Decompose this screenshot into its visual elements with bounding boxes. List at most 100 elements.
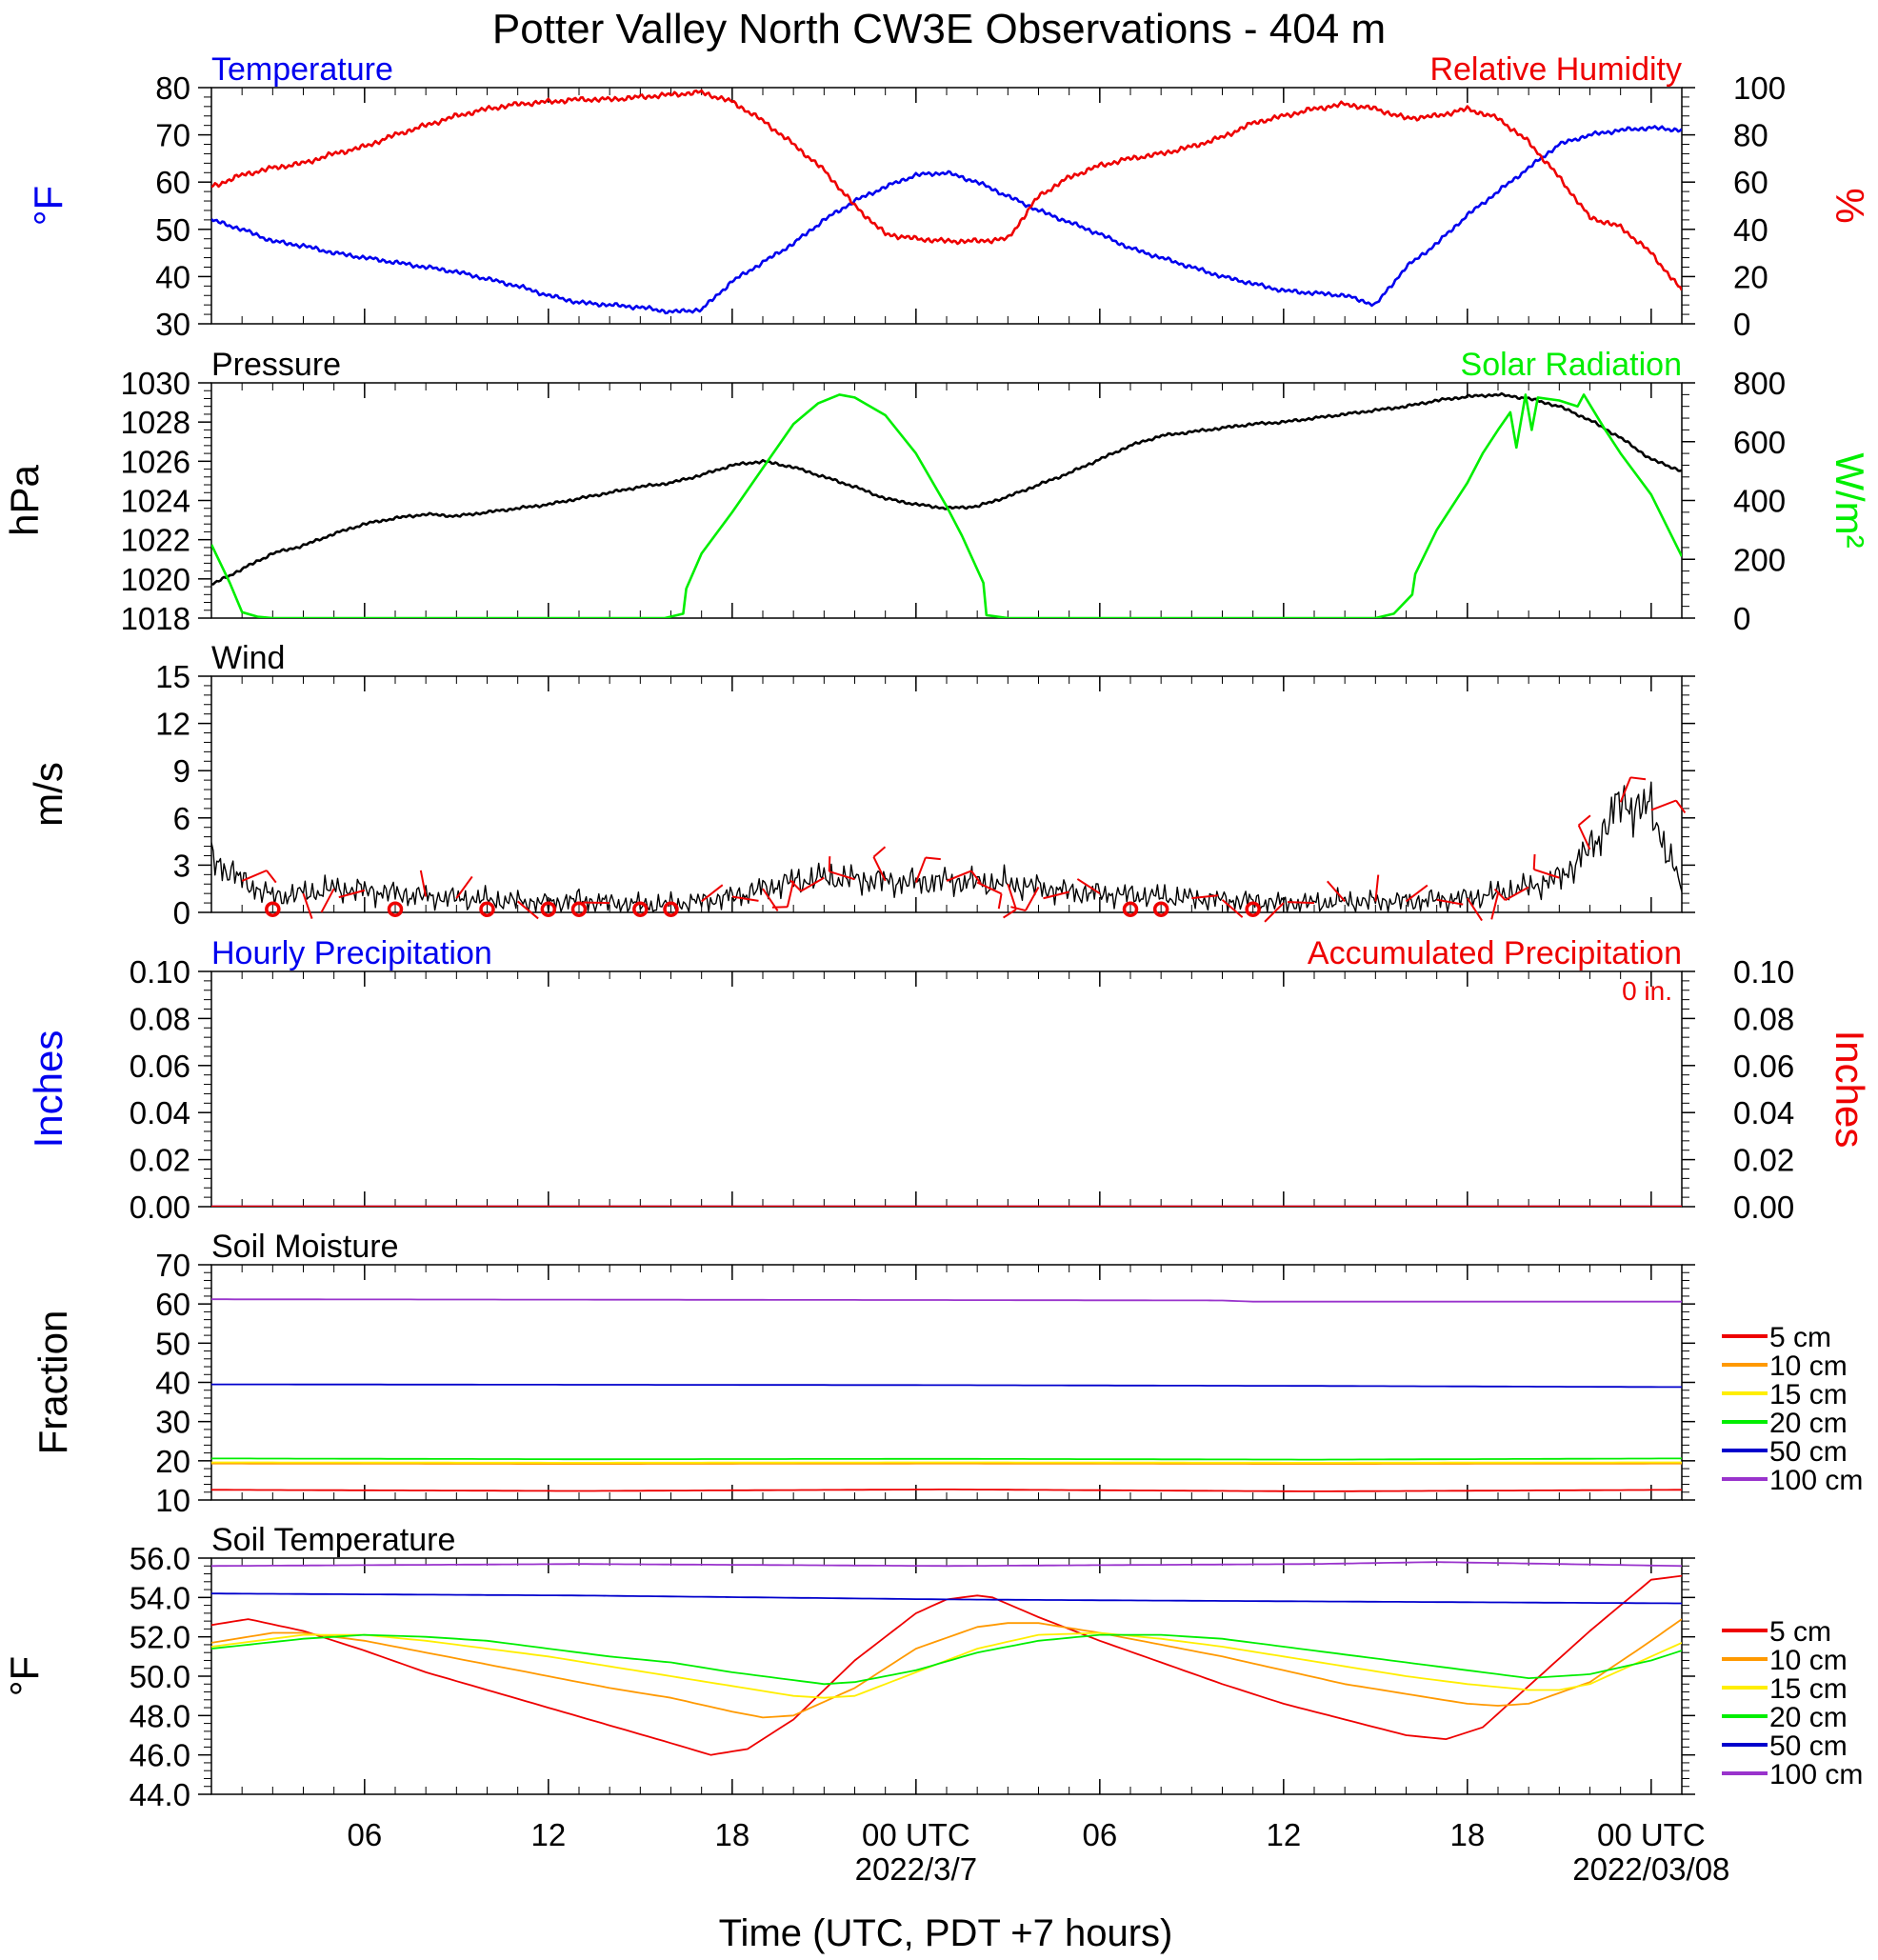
wind-barb bbox=[455, 875, 473, 899]
y-right-tick-label: 800 bbox=[1733, 366, 1786, 401]
wind-barb-flag bbox=[1630, 776, 1647, 781]
wind-barb bbox=[1650, 799, 1677, 811]
precip-panel: 0.00 0.02 0.04 0.06 0.08 0.10 0.00 0.02 0.04 0.06… bbox=[26, 935, 1872, 1225]
calm-wind-marker bbox=[540, 901, 557, 917]
series-line-100-cm bbox=[211, 1298, 1682, 1303]
temp-rh-ylabel-left: °F bbox=[26, 186, 70, 226]
pressure-solar-ylabel-right: W/m² bbox=[1828, 452, 1872, 548]
temp-rh-title-right: Relative Humidity bbox=[1429, 51, 1682, 88]
y-tick-label: 20 bbox=[155, 1444, 190, 1479]
wind-barb bbox=[1505, 886, 1529, 901]
legend-label: 5 cm bbox=[1769, 1322, 1831, 1353]
x-axis-title: Time (UTC, PDT +7 hours) bbox=[719, 1912, 1173, 1954]
pressure-solar-title-left: Pressure bbox=[211, 347, 341, 383]
temp-rh-panel: 30 40 50 60 70 80 0 20 40 60 80 100 Temperature Relat… bbox=[26, 51, 1872, 342]
wind-barb bbox=[829, 870, 855, 881]
y-right-tick-label: 100 bbox=[1733, 70, 1786, 106]
calm-wind-marker bbox=[663, 901, 679, 917]
y-right-tick-label: 0 bbox=[1733, 307, 1750, 342]
x-date-label: 2022/03/08 bbox=[1572, 1851, 1729, 1887]
x-tick-label: 18 bbox=[1449, 1817, 1485, 1852]
temp-rh-title-left: Temperature bbox=[211, 51, 393, 88]
wind-barb bbox=[302, 892, 313, 919]
y-tick-label: 44.0 bbox=[130, 1777, 190, 1812]
legend-label: 15 cm bbox=[1769, 1673, 1848, 1705]
wind-barb bbox=[914, 857, 927, 883]
series-line-20-cm bbox=[211, 1633, 1682, 1686]
x-tick-label: 00 UTC bbox=[1597, 1817, 1706, 1852]
calm-wind-marker bbox=[1122, 901, 1139, 917]
y-tick-label: 60 bbox=[155, 165, 190, 200]
x-tick-label: 00 UTC bbox=[862, 1817, 970, 1852]
soil-moisture-ylabel-left: Fraction bbox=[30, 1310, 75, 1455]
y-right-tick-label: 0.08 bbox=[1733, 1001, 1794, 1036]
wind-barb-flag bbox=[1532, 853, 1536, 870]
wind-barb bbox=[1466, 897, 1483, 922]
y-tick-label: 46.0 bbox=[130, 1738, 190, 1773]
y-right-tick-label: 600 bbox=[1733, 425, 1786, 460]
wind-barb bbox=[338, 889, 366, 899]
precip-annotation: 0 in. bbox=[1622, 976, 1672, 1006]
wind-barb bbox=[1619, 776, 1632, 803]
x-tick-label: 12 bbox=[1266, 1817, 1301, 1852]
series-line-wind bbox=[211, 781, 1682, 912]
wind-barb-flag bbox=[997, 893, 1003, 910]
series-line-temperature bbox=[211, 125, 1682, 315]
wind-barb bbox=[946, 870, 972, 882]
pressure-solar-title-right: Solar Radiation bbox=[1461, 347, 1682, 383]
y-tick-label: 54.0 bbox=[130, 1580, 190, 1615]
y-right-tick-label: 20 bbox=[1733, 259, 1768, 294]
legend-label: 20 cm bbox=[1769, 1408, 1848, 1439]
page-title: Potter Valley North CW3E Observations - … bbox=[492, 6, 1386, 52]
legend-label: 20 cm bbox=[1769, 1702, 1848, 1733]
wind-title-left: Wind bbox=[211, 640, 285, 676]
wind-barb-flag bbox=[1675, 799, 1687, 814]
wind-barb-flag bbox=[266, 870, 277, 884]
legend-label: 5 cm bbox=[1769, 1616, 1831, 1648]
series-line-50-cm bbox=[211, 1383, 1682, 1389]
y-tick-label: 0.08 bbox=[130, 1001, 190, 1036]
precip-title-left: Hourly Precipitation bbox=[211, 935, 492, 971]
x-tick-label: 18 bbox=[714, 1817, 749, 1852]
calm-wind-marker bbox=[265, 901, 281, 917]
y-tick-label: 30 bbox=[155, 1405, 190, 1440]
wind-barb-flag bbox=[771, 906, 788, 909]
y-right-tick-label: 60 bbox=[1733, 165, 1768, 200]
pressure-solar-plot-area bbox=[211, 391, 1682, 618]
wind-barb bbox=[1436, 898, 1464, 906]
series-line-solar-radiation bbox=[211, 393, 1682, 618]
legend-label: 100 cm bbox=[1769, 1465, 1863, 1496]
x-tick-label: 06 bbox=[1082, 1817, 1117, 1852]
wind-barb-flag bbox=[828, 856, 831, 872]
precip-ylabel-right: Inches bbox=[1828, 1030, 1872, 1149]
y-tick-label: 9 bbox=[173, 753, 190, 789]
soil-moisture-title-left: Soil Moisture bbox=[211, 1229, 399, 1265]
wind-barb bbox=[701, 884, 724, 903]
wind-barb bbox=[1327, 880, 1346, 903]
pressure-solar-panel: 1018 1020 1022 1024 1026 1028 1030 0 200 400 600 80… bbox=[2, 347, 1872, 636]
calm-wind-marker bbox=[387, 901, 404, 917]
wind-barb bbox=[1007, 883, 1017, 910]
y-tick-label: 40 bbox=[155, 1366, 190, 1401]
y-tick-label: 3 bbox=[173, 848, 190, 883]
y-tick-label: 48.0 bbox=[130, 1698, 190, 1733]
wind-barb bbox=[976, 881, 1002, 895]
soil-temp-title-left: Soil Temperature bbox=[211, 1522, 455, 1558]
y-tick-label: 0.02 bbox=[130, 1143, 190, 1178]
wind-barb bbox=[1043, 890, 1069, 900]
y-tick-label: 1024 bbox=[121, 484, 190, 519]
wind-barb bbox=[872, 856, 887, 882]
y-right-tick-label: 40 bbox=[1733, 212, 1768, 248]
wind-barb bbox=[1374, 874, 1380, 902]
wind-barb bbox=[1405, 884, 1428, 903]
y-tick-label: 6 bbox=[173, 801, 190, 836]
wind-barb bbox=[1490, 892, 1499, 920]
y-tick-label: 70 bbox=[155, 118, 190, 153]
wind-barb bbox=[1191, 894, 1219, 900]
y-tick-label: 0 bbox=[173, 895, 190, 930]
wind-barb bbox=[241, 870, 268, 882]
precip-title-right: Accumulated Precipitation bbox=[1308, 935, 1682, 971]
wind-barb-flag bbox=[1010, 906, 1027, 912]
series-line-50-cm bbox=[211, 1592, 1682, 1605]
wind-barb bbox=[1076, 878, 1101, 894]
